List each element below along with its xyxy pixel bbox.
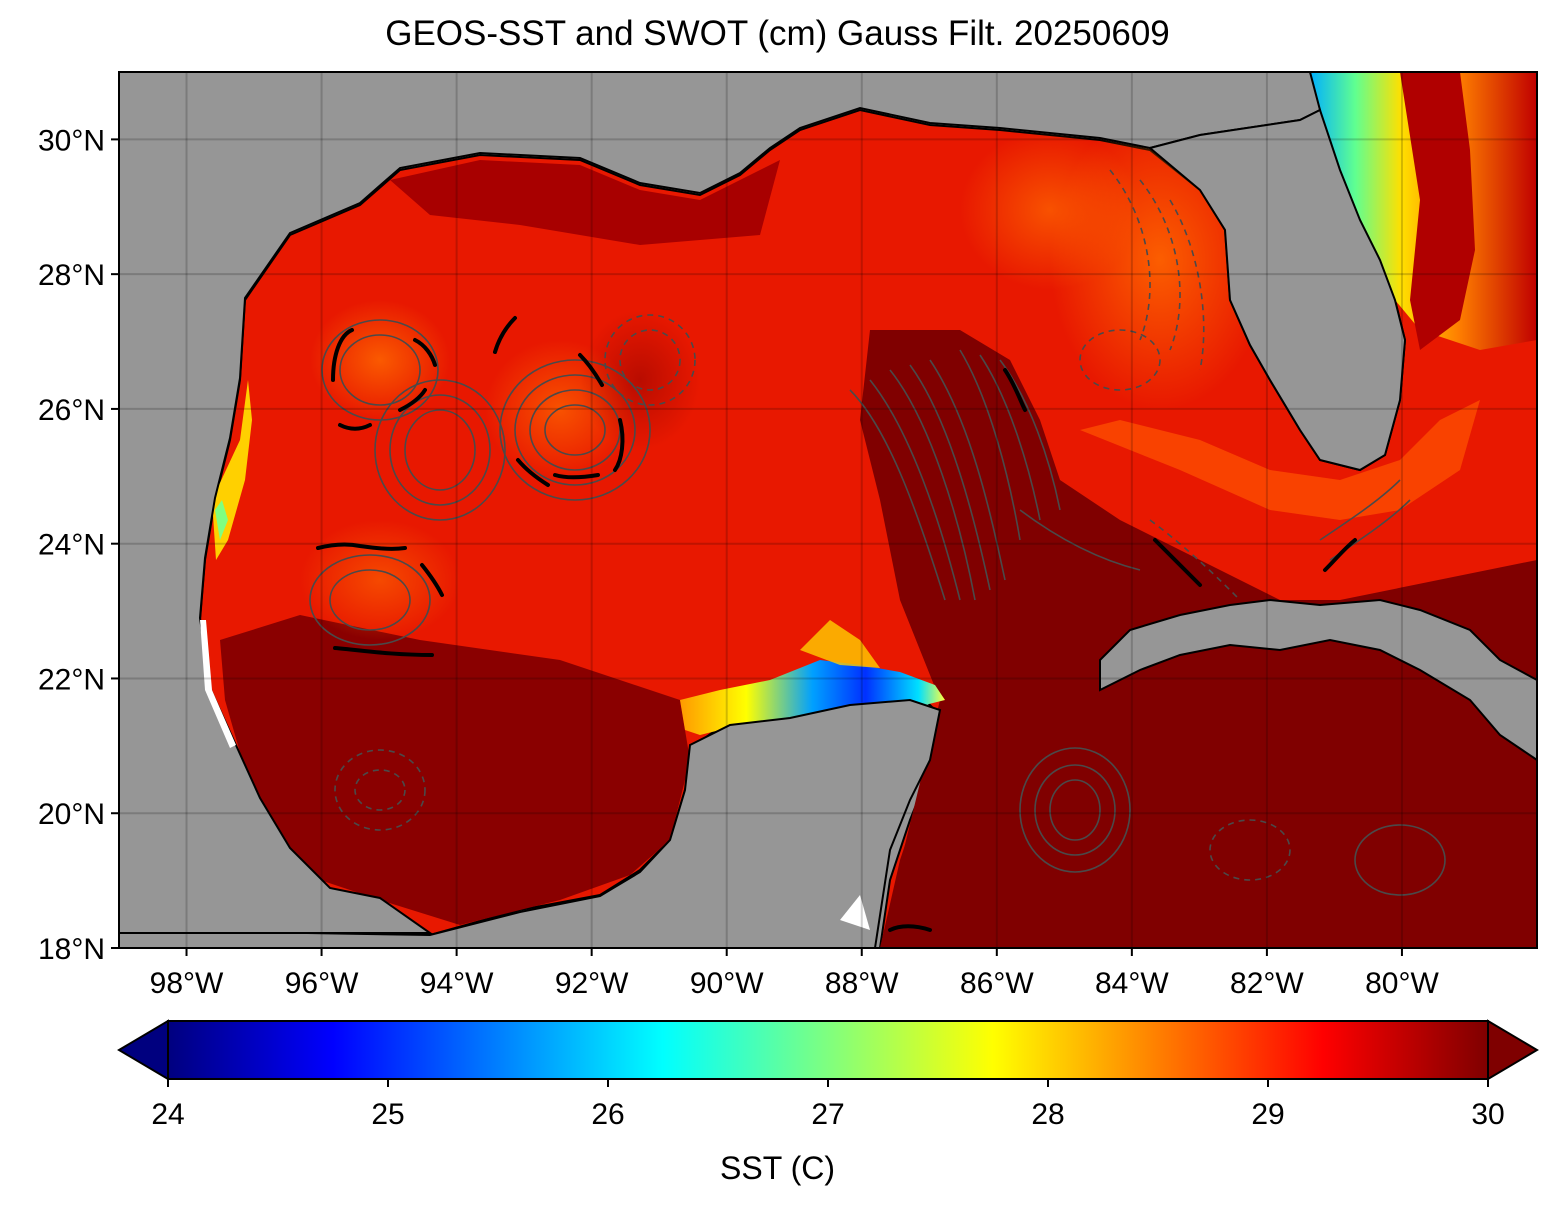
campeche-upwelling bbox=[680, 660, 945, 735]
yucatan-landmass bbox=[119, 698, 942, 948]
lon-tick-label: 80°W bbox=[1365, 967, 1439, 1000]
lon-tick-label: 86°W bbox=[960, 967, 1034, 1000]
upwelling-yellow-halo bbox=[800, 620, 880, 668]
lat-tick-label: 24°N bbox=[38, 529, 105, 562]
eddy-contours-west bbox=[309, 314, 696, 831]
loop-current-edge bbox=[1080, 400, 1480, 520]
lon-tick-label: 98°W bbox=[150, 967, 224, 1000]
colorbar-gradient bbox=[167, 1020, 1489, 1080]
colorbar-label: SST (C) bbox=[720, 1150, 835, 1186]
lat-tick-label: 26°N bbox=[38, 394, 105, 427]
texas-coastal-green bbox=[215, 500, 228, 540]
lat-tick-label: 30°N bbox=[38, 124, 105, 157]
swot-ssh-contours bbox=[309, 169, 1446, 896]
plot-border bbox=[118, 71, 1538, 949]
lat-tick-label: 28°N bbox=[38, 259, 105, 292]
florida-peninsula bbox=[1147, 108, 1407, 472]
lon-axis: 98°W 96°W 94°W 92°W 90°W 88°W 86°W 84°W 82°W 80°W bbox=[150, 948, 1439, 1000]
map-title: GEOS-SST and SWOT (cm) Gauss Filt. 20250… bbox=[385, 14, 1170, 53]
caribbean-contours bbox=[1019, 747, 1446, 896]
lat-tick-label: 20°N bbox=[38, 798, 105, 831]
colorbar: 24 25 26 27 28 29 30 bbox=[117, 1019, 1539, 1131]
coastal-nodata-west bbox=[200, 620, 236, 748]
eddy-warm-1 bbox=[310, 300, 450, 420]
colorbar-ticks: 24 25 26 27 28 29 30 bbox=[151, 1079, 1505, 1131]
coastal-nodata-yucatan bbox=[840, 895, 870, 930]
colorbar-extend-low bbox=[117, 1019, 169, 1081]
lon-tick-label: 88°W bbox=[825, 967, 899, 1000]
swot-zero-contours bbox=[316, 316, 1357, 932]
gridlines bbox=[119, 72, 1537, 948]
lon-tick-label: 94°W bbox=[420, 967, 494, 1000]
colorbar-extend-high bbox=[1487, 1019, 1539, 1081]
colorbar-tick-label: 24 bbox=[151, 1098, 184, 1131]
colorbar-tick-label: 25 bbox=[371, 1098, 404, 1131]
northern-shelf-warm bbox=[390, 160, 780, 245]
lat-tick-label: 18°N bbox=[38, 933, 105, 966]
colorbar-tick-label: 27 bbox=[811, 1098, 844, 1131]
lon-tick-label: 84°W bbox=[1095, 967, 1169, 1000]
swath-contours-center bbox=[849, 349, 1411, 601]
colorbar-tick-label: 26 bbox=[591, 1098, 624, 1131]
lon-tick-label: 92°W bbox=[555, 967, 629, 1000]
lon-tick-label: 90°W bbox=[690, 967, 764, 1000]
ne-gulf-warm bbox=[960, 130, 1140, 290]
cuba-landmass bbox=[1099, 598, 1537, 762]
colorbar-tick-label: 30 bbox=[1471, 1098, 1504, 1131]
florida-current bbox=[1400, 72, 1475, 350]
lat-axis: 30°N 28°N 26°N 24°N 22°N 20°N 18°N bbox=[38, 124, 119, 966]
lat-tick-label: 22°N bbox=[38, 663, 105, 696]
shelf-contours-east bbox=[1079, 169, 1205, 391]
colorbar-tick-label: 28 bbox=[1031, 1098, 1064, 1131]
map-panel bbox=[119, 72, 1537, 948]
campeche-bank-warm bbox=[220, 615, 690, 925]
lon-tick-label: 82°W bbox=[1230, 967, 1304, 1000]
colorbar-tick-label: 29 bbox=[1251, 1098, 1284, 1131]
mexico-west-land bbox=[119, 72, 1322, 934]
lon-tick-label: 96°W bbox=[285, 967, 359, 1000]
eddy-warm-3 bbox=[300, 520, 460, 640]
eddy-dark-1 bbox=[580, 310, 700, 450]
